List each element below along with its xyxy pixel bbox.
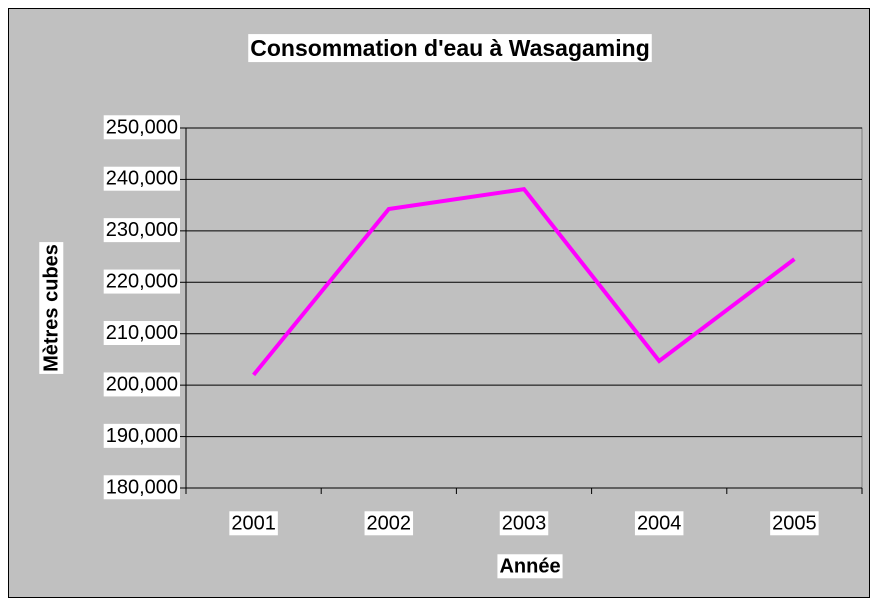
- label-background: [248, 34, 652, 63]
- y-tick-label: 250,000: [106, 116, 178, 138]
- y-tick-label: 240,000: [106, 168, 178, 190]
- y-tick-label: 210,000: [106, 322, 178, 344]
- label-background: [634, 511, 684, 536]
- chart-title: Consommation d'eau à Wasagaming: [250, 35, 650, 61]
- label-background: [103, 320, 180, 345]
- label-background: [103, 218, 180, 243]
- y-tick-label: 200,000: [106, 373, 178, 395]
- label-background: [103, 115, 180, 140]
- label-background: [499, 511, 549, 536]
- label-background: [229, 511, 278, 536]
- label-background: [103, 166, 180, 191]
- label-background: [770, 511, 819, 536]
- label-background: [103, 269, 180, 294]
- x-tick-label: 2002: [367, 512, 412, 534]
- y-tick-label: 220,000: [106, 271, 178, 293]
- plot-area: [185, 127, 863, 489]
- y-axis-label: Mètres cubes: [40, 244, 62, 372]
- label-background: [39, 242, 64, 374]
- y-tick-label: 180,000: [106, 476, 178, 498]
- x-tick-label: 2005: [772, 512, 817, 534]
- x-tick-label: 2003: [502, 512, 547, 534]
- label-background: [103, 372, 180, 397]
- label-background: [497, 554, 563, 579]
- y-tick-label: 190,000: [106, 425, 178, 447]
- x-tick-label: 2001: [231, 512, 276, 534]
- line-series: [252, 187, 796, 377]
- y-tick-label: 230,000: [106, 219, 178, 241]
- label-background: [103, 475, 180, 500]
- x-axis-label: Année: [499, 555, 560, 577]
- x-tick-label: 2004: [637, 512, 682, 534]
- label-background: [103, 423, 180, 448]
- label-background: [364, 511, 414, 536]
